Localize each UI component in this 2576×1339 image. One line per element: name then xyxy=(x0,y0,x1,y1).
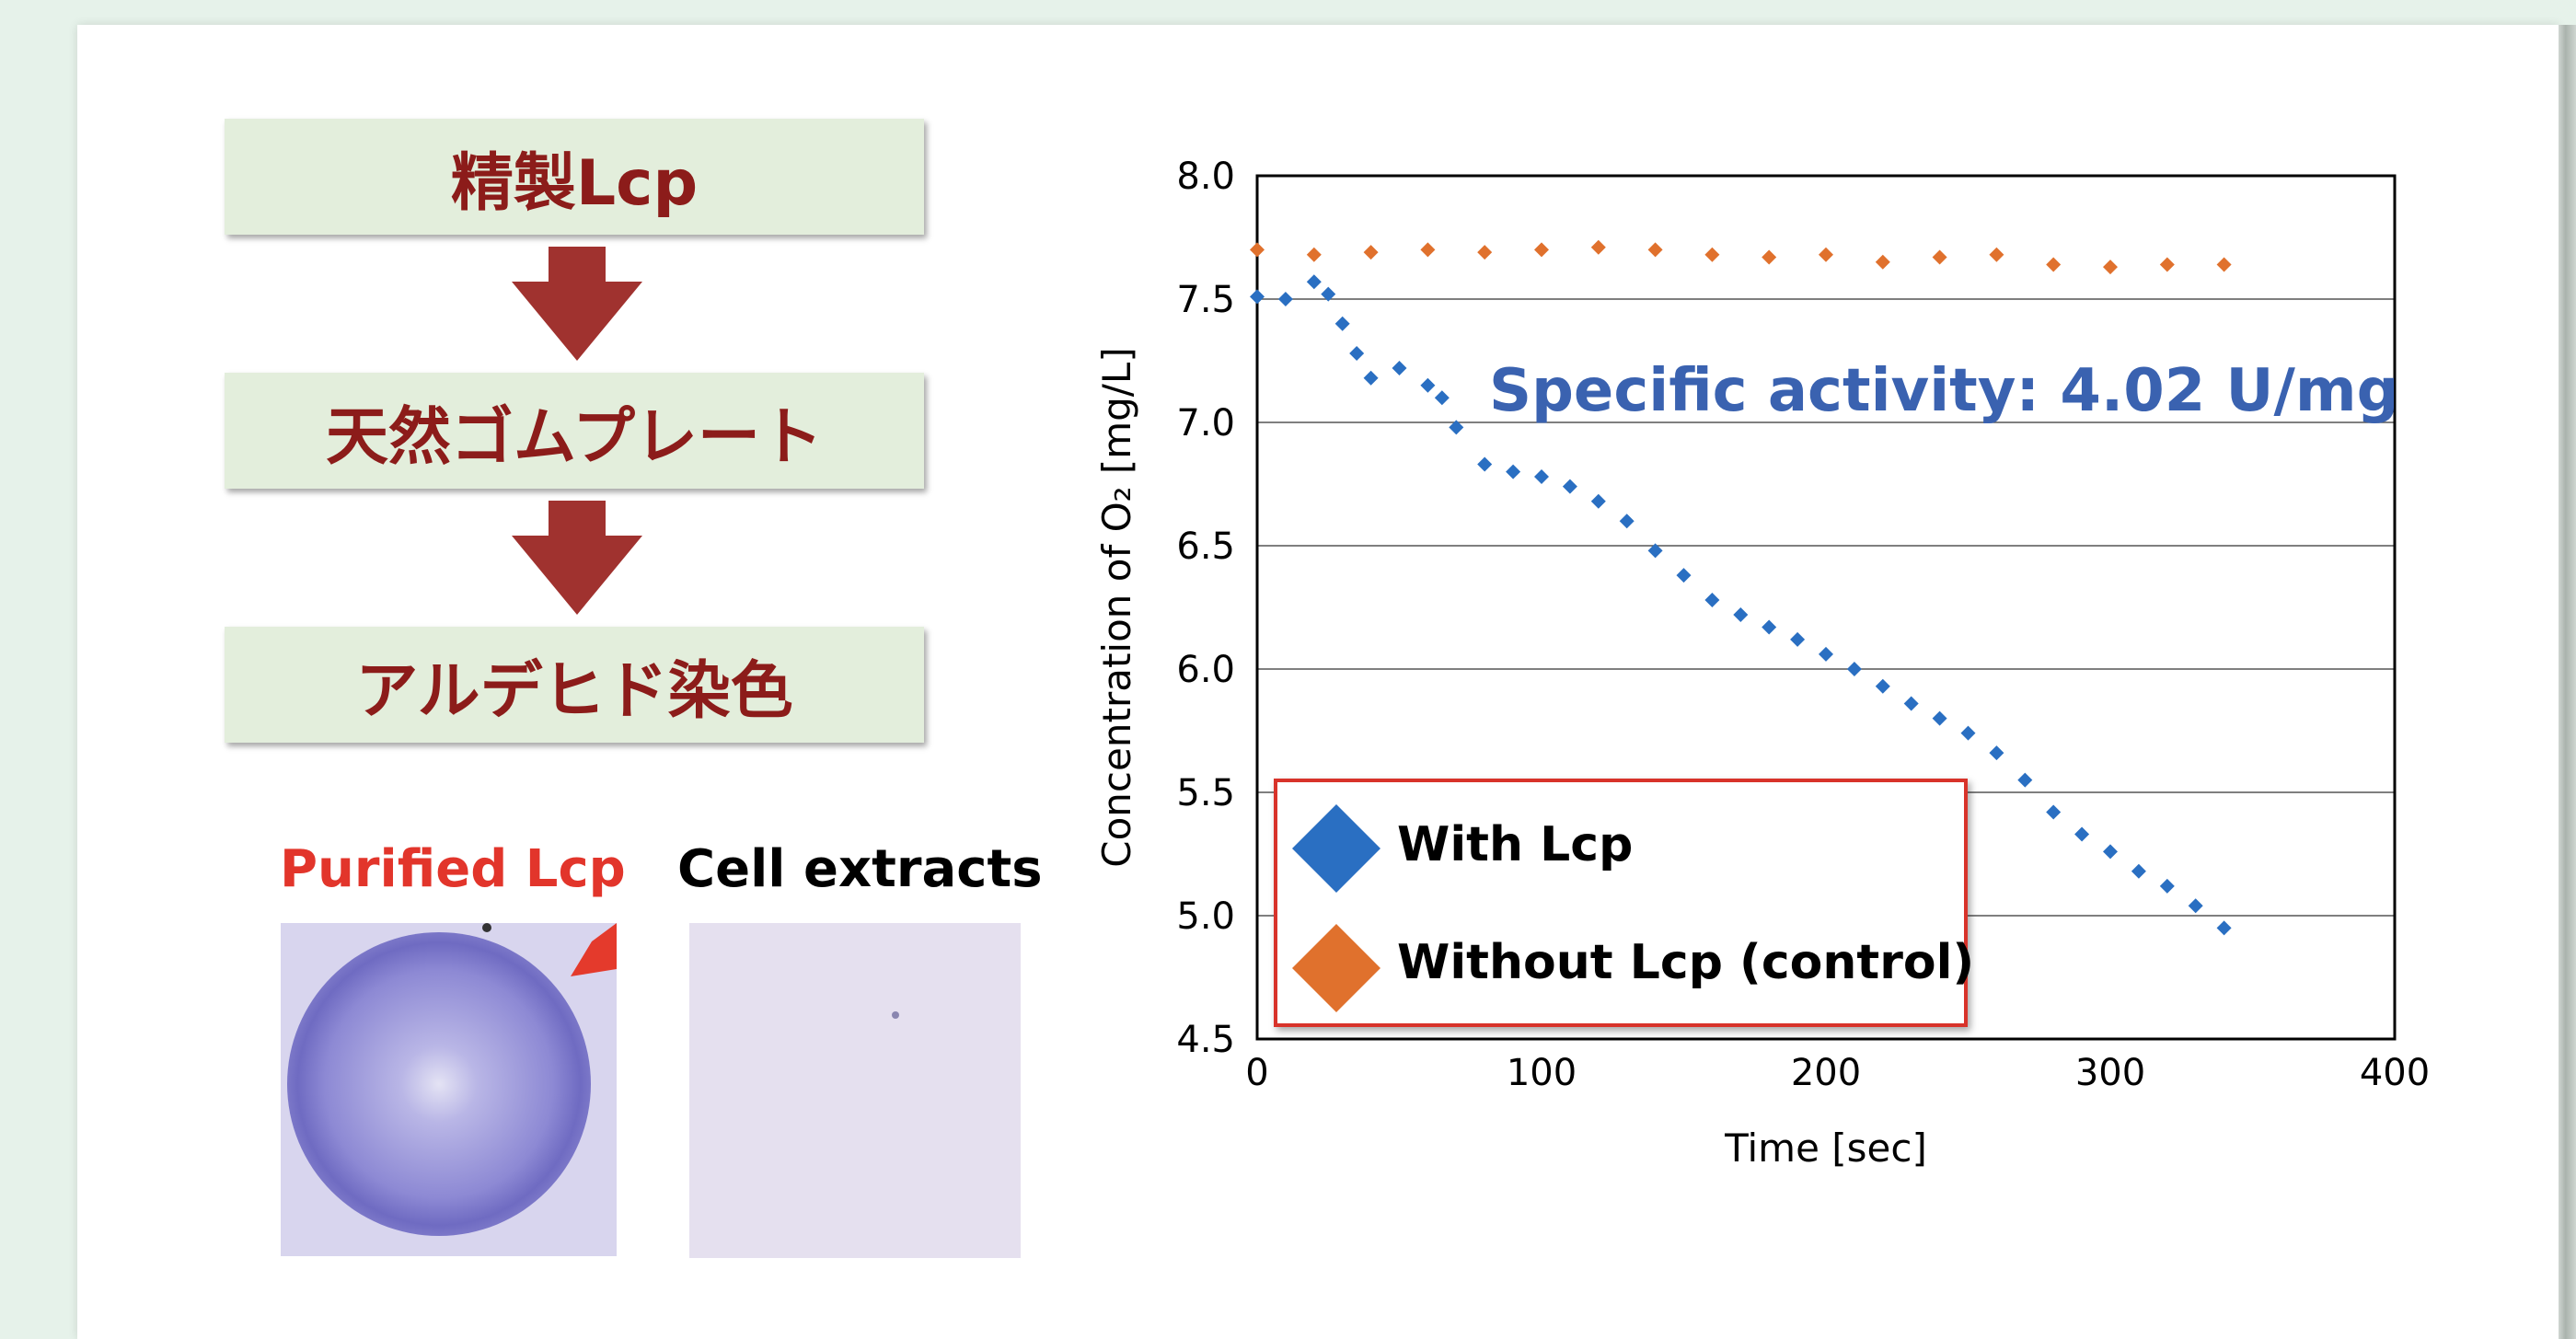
step-label-3: アルデヒド染色 xyxy=(355,654,793,728)
x-axis-title: Time [sec] xyxy=(1724,1125,1927,1171)
data-point-with-lcp xyxy=(1420,377,1436,393)
data-point-with-lcp xyxy=(1704,592,1720,607)
step-box-1: 精製Lcp xyxy=(225,119,924,235)
cell-extracts-plate-image xyxy=(689,923,1021,1258)
data-point-with-lcp xyxy=(1434,390,1450,406)
y-axis-title: Concentration of O₂ [mg/L] xyxy=(1094,347,1139,867)
data-point-without-lcp xyxy=(1363,245,1379,260)
data-point-with-lcp xyxy=(1506,464,1521,479)
specific-activity-annotation: Specific activity: 4.02 U/mg xyxy=(1489,357,2398,425)
data-point-with-lcp xyxy=(1349,345,1365,361)
legend-box xyxy=(1274,779,1968,1027)
data-point-with-lcp xyxy=(1846,662,1862,676)
step-label-2: 天然ゴムプレート xyxy=(326,400,823,474)
data-point-with-lcp xyxy=(1392,361,1407,376)
legend-label-without-lcp: Without Lcp (control) xyxy=(1397,935,1974,990)
data-point-without-lcp xyxy=(1819,247,1833,262)
data-point-with-lcp xyxy=(1790,631,1806,647)
data-point-without-lcp xyxy=(1875,254,1890,270)
y-tick-label: 4.5 xyxy=(1176,1019,1235,1061)
legend-label-with-lcp: With Lcp xyxy=(1397,817,1633,872)
plot-frame xyxy=(1255,174,2397,1041)
data-point-without-lcp xyxy=(1250,242,1265,258)
data-point-without-lcp xyxy=(1989,247,2004,262)
y-tick-label: 5.5 xyxy=(1176,772,1235,814)
x-tick-label: 400 xyxy=(2360,1052,2430,1094)
data-point-with-lcp xyxy=(2017,772,2033,788)
data-points xyxy=(1250,239,2232,936)
data-point-with-lcp xyxy=(1819,646,1833,662)
data-point-with-lcp xyxy=(1250,289,1265,305)
data-point-without-lcp xyxy=(1647,242,1663,258)
data-point-with-lcp xyxy=(1449,420,1464,435)
data-point-with-lcp xyxy=(1619,514,1635,529)
data-point-with-lcp xyxy=(2103,844,2118,860)
x-tick-label: 100 xyxy=(1507,1052,1577,1094)
step-box-2: 天然ゴムプレート xyxy=(225,373,924,489)
y-tick-label: 6.0 xyxy=(1176,649,1235,691)
data-point-with-lcp xyxy=(1590,493,1606,509)
data-point-without-lcp xyxy=(2103,260,2118,275)
y-tick-label: 8.0 xyxy=(1176,156,1235,198)
data-point-with-lcp xyxy=(2131,863,2146,879)
data-point-with-lcp xyxy=(1306,274,1322,290)
cell-extracts-label: Cell extracts xyxy=(677,839,1043,899)
data-point-with-lcp xyxy=(2046,804,2062,820)
data-point-with-lcp xyxy=(1277,292,1293,306)
data-point-with-lcp xyxy=(1932,710,1947,726)
data-point-with-lcp xyxy=(1647,543,1663,559)
data-point-with-lcp xyxy=(1562,479,1577,494)
y-tick-label: 7.0 xyxy=(1176,402,1235,444)
y-tick-label: 7.5 xyxy=(1176,279,1235,321)
data-point-without-lcp xyxy=(1762,249,1777,265)
down-arrow-icon xyxy=(512,247,642,361)
data-point-without-lcp xyxy=(2216,257,2232,272)
x-tick-label: 200 xyxy=(1791,1052,1861,1094)
data-point-without-lcp xyxy=(1704,247,1720,262)
data-point-with-lcp xyxy=(1676,568,1692,583)
data-point-without-lcp xyxy=(1477,245,1493,260)
data-point-without-lcp xyxy=(1932,249,1947,265)
data-point-with-lcp xyxy=(1903,696,1919,711)
data-point-with-lcp xyxy=(2074,826,2090,842)
y-tick-label: 6.5 xyxy=(1176,525,1235,568)
data-point-with-lcp xyxy=(1875,678,1890,694)
data-point-with-lcp xyxy=(1534,468,1549,484)
data-point-with-lcp xyxy=(1334,316,1350,331)
legend-marker-with-lcp xyxy=(1292,804,1380,893)
data-point-with-lcp xyxy=(1363,370,1379,386)
data-point-with-lcp xyxy=(2216,920,2232,936)
purified-lcp-plate-image xyxy=(281,923,617,1256)
data-point-without-lcp xyxy=(1306,247,1322,262)
data-point-with-lcp xyxy=(1762,619,1777,635)
data-point-with-lcp xyxy=(1989,745,2004,761)
data-point-without-lcp xyxy=(1534,242,1549,258)
data-point-without-lcp xyxy=(1590,239,1606,255)
purified-lcp-label: Purified Lcp xyxy=(280,839,626,899)
data-point-with-lcp xyxy=(1321,286,1336,302)
down-arrow-icon xyxy=(512,501,642,615)
data-point-without-lcp xyxy=(2046,257,2062,272)
data-point-with-lcp xyxy=(1477,456,1493,472)
y-tick-labels: 4.5 5.0 5.5 6.0 6.5 7.0 7.5 8.0 xyxy=(1176,156,1235,1061)
data-point-with-lcp xyxy=(2159,878,2175,894)
step-label-1: 精製Lcp xyxy=(450,146,699,220)
x-tick-label: 0 xyxy=(1245,1052,1268,1094)
legend-marker-without-lcp xyxy=(1292,924,1380,1012)
step-box-3: アルデヒド染色 xyxy=(225,627,924,743)
x-tick-label: 300 xyxy=(2075,1052,2145,1094)
window-edge xyxy=(2559,25,2576,1339)
data-point-with-lcp xyxy=(2188,898,2203,914)
data-point-without-lcp xyxy=(1420,242,1436,258)
data-point-with-lcp xyxy=(1733,607,1749,623)
data-point-with-lcp xyxy=(1960,725,1976,741)
x-tick-labels: 0 100 200 300 400 xyxy=(1245,1052,2430,1094)
data-point-without-lcp xyxy=(2159,257,2175,272)
y-tick-label: 5.0 xyxy=(1176,895,1235,938)
